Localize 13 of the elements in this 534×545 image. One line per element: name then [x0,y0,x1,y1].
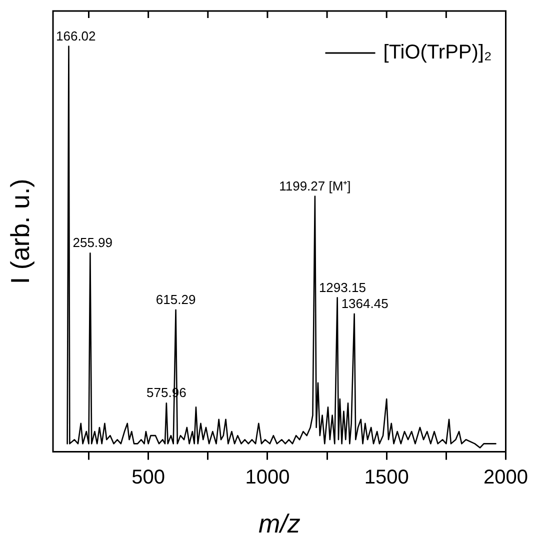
x-tick-label: 500 [132,466,166,488]
annotation: 1293.15 [318,280,366,295]
legend-label: [TiO(TrPP)]₂ [383,42,492,64]
annotation: 1199.27 [M⁺] [279,178,351,194]
x-tick-label: 1000 [245,466,290,488]
x-tick-label: 1500 [364,466,409,488]
y-axis-title: I (arb. u.) [5,178,36,284]
annotation: 615.29 [156,292,196,307]
annotation: 255.99 [72,235,112,250]
x-tick-label: 2000 [484,466,528,488]
annotation: 1364.45 [341,296,388,311]
annotation: 166.02 [56,28,96,44]
x-axis-title: m/z [258,508,300,539]
